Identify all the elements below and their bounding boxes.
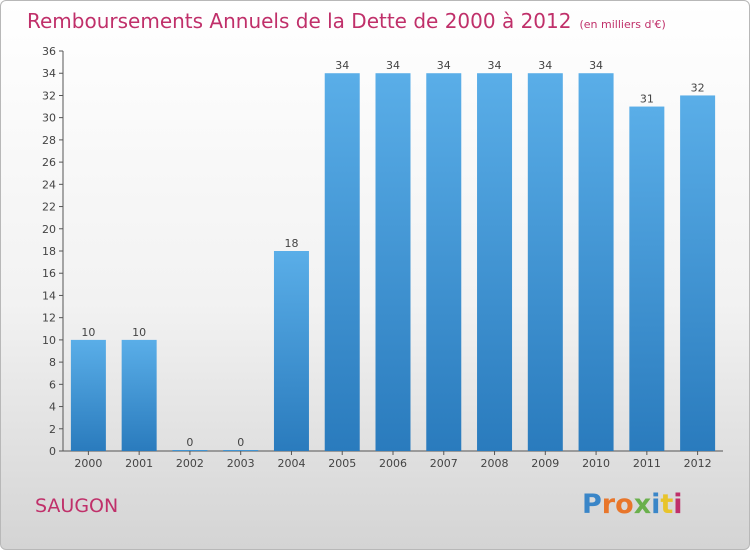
y-tick-label: 18	[42, 245, 56, 258]
logo-letter: r	[601, 489, 616, 520]
x-tick-label: 2002	[176, 457, 204, 470]
bar-2001	[121, 339, 157, 451]
bar-2002	[172, 450, 208, 451]
x-tick-label: 2007	[430, 457, 458, 470]
bar-2009	[527, 73, 563, 451]
y-tick-label: 2	[49, 423, 56, 436]
chart-unit: (en milliers d'€)	[579, 18, 666, 31]
city-name: SAUGON	[35, 495, 119, 517]
chart-title-text: Remboursements Annuels de la Dette de 20…	[27, 9, 572, 33]
bar-2003	[223, 450, 259, 451]
data-label: 0	[237, 436, 244, 449]
bar-2007	[426, 73, 462, 451]
y-tick-label: 20	[42, 223, 56, 236]
data-label: 31	[640, 93, 654, 106]
bar-2004	[273, 251, 309, 451]
logo-letter: x	[633, 489, 652, 520]
logo-letter: t	[660, 489, 674, 520]
x-tick-label: 2001	[125, 457, 153, 470]
x-tick-label: 2004	[277, 457, 305, 470]
x-tick-label: 2000	[74, 457, 102, 470]
y-tick-label: 14	[42, 289, 56, 302]
chart-title: Remboursements Annuels de la Dette de 20…	[27, 9, 666, 33]
bar-2006	[375, 73, 411, 451]
x-tick-label: 2011	[633, 457, 661, 470]
y-tick-label: 16	[42, 267, 56, 280]
x-tick-label: 2005	[328, 457, 356, 470]
y-tick-label: 30	[42, 112, 56, 125]
y-tick-label: 4	[49, 401, 56, 414]
y-tick-label: 10	[42, 334, 56, 347]
data-label: 34	[335, 59, 349, 72]
data-label: 10	[132, 326, 146, 339]
bar-2010	[578, 73, 614, 451]
y-tick-label: 8	[49, 356, 56, 369]
logo-letter: P	[582, 489, 602, 520]
y-tick-label: 6	[49, 378, 56, 391]
bar-2012	[680, 95, 716, 451]
x-tick-label: 2012	[684, 457, 712, 470]
data-label: 18	[284, 237, 298, 250]
data-label: 0	[186, 436, 193, 449]
y-tick-label: 26	[42, 156, 56, 169]
y-tick-label: 22	[42, 201, 56, 214]
logo-letter: o	[615, 489, 634, 520]
data-label: 10	[81, 326, 95, 339]
x-tick-label: 2010	[582, 457, 610, 470]
y-tick-label: 34	[42, 67, 56, 80]
y-tick-label: 12	[42, 312, 56, 325]
bar-2008	[477, 73, 513, 451]
x-tick-label: 2003	[227, 457, 255, 470]
y-tick-label: 24	[42, 178, 56, 191]
bar-2000	[70, 339, 106, 451]
logo-letter: i	[651, 489, 661, 520]
y-tick-label: 32	[42, 89, 56, 102]
x-tick-label: 2006	[379, 457, 407, 470]
data-label: 34	[386, 59, 400, 72]
data-label: 34	[488, 59, 502, 72]
logo-letter: i	[673, 489, 683, 520]
y-tick-label: 0	[49, 445, 56, 458]
x-tick-label: 2008	[481, 457, 509, 470]
data-label: 34	[589, 59, 603, 72]
data-label: 34	[437, 59, 451, 72]
data-label: 34	[538, 59, 552, 72]
y-tick-label: 28	[42, 134, 56, 147]
data-label: 32	[691, 81, 705, 94]
bar-2005	[324, 73, 360, 451]
proxiti-logo: Proxiti	[582, 489, 683, 520]
y-tick-label: 36	[42, 45, 56, 58]
bar-2011	[629, 106, 665, 452]
x-tick-label: 2009	[531, 457, 559, 470]
